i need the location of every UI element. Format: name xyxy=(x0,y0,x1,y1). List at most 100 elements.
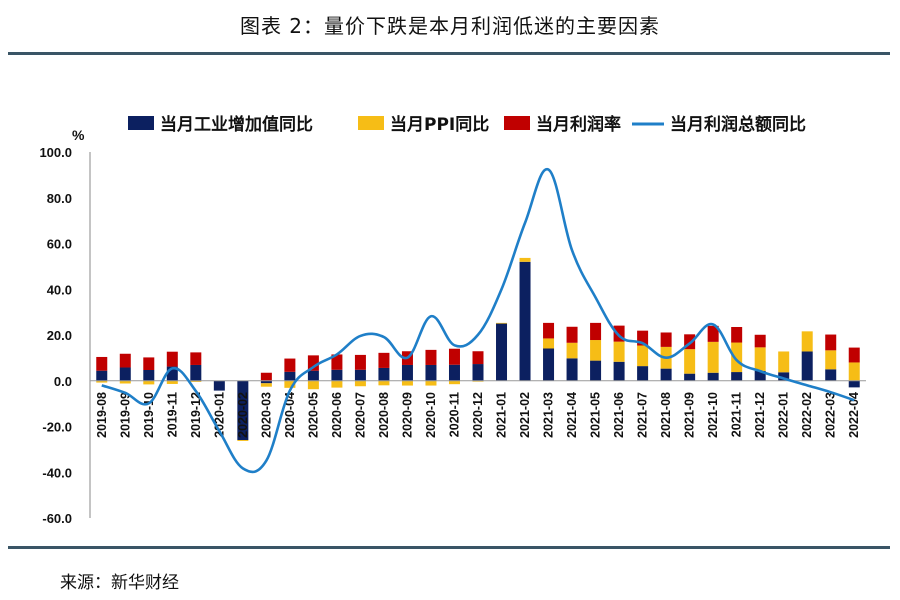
x-tick-label: 2020-02 xyxy=(236,392,250,438)
x-tick-label: 2021-06 xyxy=(612,392,626,438)
ppi-bar xyxy=(566,342,578,359)
x-tick-label: 2021-08 xyxy=(659,392,673,438)
margin-bar xyxy=(331,354,343,370)
bars xyxy=(96,257,860,441)
margin-bar xyxy=(284,358,296,372)
margin-bar xyxy=(260,372,272,381)
industrial-bar xyxy=(260,380,272,384)
y-tick-label: 80.0 xyxy=(47,191,72,206)
x-tick-label: 2020-08 xyxy=(377,392,391,438)
x-tick-label: 2021-12 xyxy=(753,392,767,438)
figure-title: 图表 2：量价下跌是本月利润低迷的主要因素 xyxy=(239,14,661,38)
industrial-bar xyxy=(684,373,696,381)
x-tick-label: 2019-12 xyxy=(189,392,203,438)
y-tick-label: 40.0 xyxy=(47,282,72,297)
x-tick-label: 2022-01 xyxy=(777,392,791,438)
industrial-bar xyxy=(331,369,343,381)
industrial-bar xyxy=(590,360,602,381)
margin-bar xyxy=(684,334,696,350)
x-tick-label: 2021-09 xyxy=(683,392,697,438)
ppi-bar xyxy=(731,342,743,373)
margin-bar xyxy=(707,325,719,342)
margin-bar xyxy=(637,330,649,346)
industrial-bar xyxy=(143,369,155,381)
ppi-bar xyxy=(543,338,555,349)
industrial-bar xyxy=(119,367,131,381)
top-rule xyxy=(8,52,890,55)
industrial-bar xyxy=(825,369,837,381)
industrial-bar xyxy=(401,364,413,381)
ppi-bar xyxy=(637,345,649,367)
industrial-bar xyxy=(778,372,790,381)
industrial-bar xyxy=(96,370,108,381)
x-tick-label: 2020-11 xyxy=(447,392,461,437)
x-tick-label: 2021-04 xyxy=(565,392,579,438)
margin-bar xyxy=(190,352,202,365)
margin-bar xyxy=(731,326,743,343)
y-axis-unit: % xyxy=(72,127,85,143)
industrial-bar xyxy=(354,369,366,381)
x-tick-label: 2021-03 xyxy=(542,392,556,438)
ppi-bar xyxy=(590,340,602,361)
margin-bar xyxy=(754,334,766,348)
ppi-bar xyxy=(778,351,790,373)
industrial-bar xyxy=(519,261,531,381)
legend-label-industrial: 当月工业增加值同比 xyxy=(160,114,313,135)
ppi-bar xyxy=(801,331,813,352)
profit-total-line xyxy=(101,168,855,474)
industrial-bar xyxy=(284,371,296,381)
legend-label-margin: 当月利润率 xyxy=(536,114,621,135)
x-tick-label: 2020-07 xyxy=(353,392,367,438)
ppi-bar xyxy=(684,349,696,374)
y-axis: 100.0 80.0 60.0 40.0 20.0 0.0 -20.0 -40.0 -60.0 xyxy=(39,145,91,526)
margin-bar xyxy=(472,351,484,365)
ppi-bar xyxy=(260,383,272,387)
industrial-bar xyxy=(543,348,555,381)
legend: 当月工业增加值同比 当月PPI同比 当月利润率 当月利润总额同比 xyxy=(128,114,806,135)
industrial-bar xyxy=(496,323,508,381)
margin-bar xyxy=(825,334,837,351)
ppi-bar xyxy=(331,380,343,388)
y-tick-label: 0.0 xyxy=(54,374,72,389)
x-tick-label: 2021-07 xyxy=(636,392,650,438)
x-tick-label: 2021-11 xyxy=(730,392,744,437)
x-tick-label: 2022-03 xyxy=(824,392,838,438)
ppi-bar xyxy=(613,341,625,362)
source-note: 来源：新华财经 xyxy=(60,573,179,593)
y-tick-label: 60.0 xyxy=(47,237,72,252)
industrial-bar xyxy=(848,380,860,388)
ppi-bar xyxy=(848,362,860,381)
industrial-bar xyxy=(472,364,484,381)
x-tick-label: 2022-02 xyxy=(800,392,814,438)
ppi-bar xyxy=(166,380,178,384)
margin-bar xyxy=(660,332,672,347)
margin-bar xyxy=(543,322,555,339)
ppi-bar xyxy=(496,322,508,324)
y-tick-label: -40.0 xyxy=(42,465,72,480)
ppi-bar xyxy=(401,380,413,386)
margin-bar xyxy=(96,356,108,371)
x-tick-label: 2020-09 xyxy=(400,392,414,438)
ppi-bar xyxy=(707,341,719,373)
margin-bar xyxy=(354,354,366,370)
margin-bar xyxy=(307,355,319,371)
ppi-bar xyxy=(825,350,837,370)
industrial-bar xyxy=(166,366,178,381)
x-tick-label: 2022-04 xyxy=(847,392,861,438)
x-tick-label: 2020-06 xyxy=(330,392,344,438)
ppi-bar xyxy=(448,380,460,385)
margin-bar xyxy=(378,352,390,368)
ppi-bar xyxy=(354,380,366,387)
ppi-bar xyxy=(519,257,531,262)
industrial-bar xyxy=(378,367,390,381)
ppi-bar xyxy=(378,380,390,386)
y-tick-label: -20.0 xyxy=(42,420,72,435)
industrial-bar xyxy=(190,364,202,381)
ppi-bar xyxy=(143,380,155,385)
ppi-bar xyxy=(96,380,108,383)
industrial-bar xyxy=(307,370,319,381)
legend-swatch-industrial xyxy=(128,116,154,130)
ppi-bar xyxy=(284,380,296,388)
y-tick-label: 20.0 xyxy=(47,328,72,343)
x-tick-label: 2021-01 xyxy=(495,392,509,438)
